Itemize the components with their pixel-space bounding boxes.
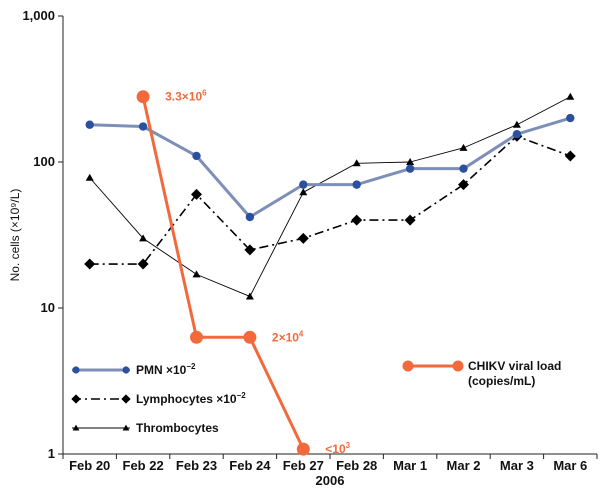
legend-label: Thrombocytes bbox=[136, 421, 219, 435]
legend-marker bbox=[122, 366, 130, 374]
legend-entry: Thrombocytes bbox=[72, 421, 219, 435]
data-label: 3.3×106 bbox=[165, 89, 207, 104]
legend-entry: CHIKV viral load(copies/mL) bbox=[402, 359, 561, 388]
data-point bbox=[564, 150, 576, 162]
legend-label-line2: (copies/mL) bbox=[468, 374, 535, 388]
x-axis-label: 2006 bbox=[316, 473, 345, 488]
series-line bbox=[141, 96, 305, 450]
legend-marker bbox=[402, 360, 414, 372]
y-tick-label: 100 bbox=[33, 154, 55, 169]
x-tick-label: Mar 3 bbox=[500, 458, 534, 473]
data-point bbox=[192, 270, 201, 278]
data-point bbox=[352, 180, 361, 189]
x-tick-label: Feb 24 bbox=[229, 458, 271, 473]
series-1 bbox=[84, 130, 576, 270]
x-tick-label: Mar 1 bbox=[393, 458, 427, 473]
axes: 1 10 100 1,000 Feb 20 Feb 22 Feb 23 Feb 24 Feb 2… bbox=[8, 8, 598, 488]
data-point bbox=[243, 330, 257, 344]
legend-label: CHIKV viral load bbox=[468, 359, 561, 373]
data-point bbox=[136, 90, 150, 104]
legend-label: PMN ×10−2 bbox=[136, 362, 196, 377]
legend-entry: Lymphocytes ×10−2 bbox=[71, 391, 246, 406]
series-line bbox=[89, 96, 571, 297]
legend-entry: PMN ×10−2 bbox=[72, 362, 196, 377]
y-tick-label: 1,000 bbox=[22, 8, 55, 23]
series-2 bbox=[85, 92, 575, 300]
legend-marker bbox=[71, 394, 81, 404]
legend-marker bbox=[452, 360, 464, 372]
data-point bbox=[84, 258, 96, 270]
data-point bbox=[296, 442, 310, 456]
data-point bbox=[352, 159, 361, 167]
data-point bbox=[297, 232, 309, 244]
series-line bbox=[89, 116, 571, 219]
y-tick-label: 1 bbox=[48, 446, 55, 461]
data-point bbox=[85, 173, 94, 181]
x-tick-label: Feb 27 bbox=[283, 458, 324, 473]
data-point bbox=[566, 113, 575, 123]
data-point bbox=[459, 143, 468, 151]
data-point bbox=[245, 212, 255, 222]
data-point bbox=[512, 130, 522, 139]
data-point bbox=[192, 151, 201, 161]
x-tick-label: Feb 20 bbox=[69, 458, 110, 473]
data-point bbox=[138, 122, 148, 131]
data-point bbox=[566, 92, 575, 100]
data-point bbox=[299, 180, 308, 189]
data-point bbox=[299, 188, 308, 196]
x-tick-label: Mar 2 bbox=[447, 458, 481, 473]
data-point bbox=[191, 188, 202, 200]
series-0 bbox=[85, 113, 575, 222]
data-point bbox=[406, 158, 415, 165]
data-point bbox=[190, 330, 203, 344]
data-label: 2×104 bbox=[272, 329, 304, 344]
data-label: <103 bbox=[325, 441, 350, 456]
series-3 bbox=[136, 90, 310, 456]
y-axis-label: No. cells (×10⁹/L) bbox=[8, 189, 22, 282]
data-point bbox=[244, 244, 256, 256]
data-point bbox=[404, 214, 416, 226]
y-tick-label: 10 bbox=[41, 300, 55, 315]
x-tick-label: Feb 28 bbox=[336, 458, 377, 473]
legend-label: Lymphocytes ×10−2 bbox=[136, 391, 246, 406]
legend-marker bbox=[122, 424, 130, 431]
data-point bbox=[139, 234, 148, 242]
annotation-layer: 3.3×106 2×104 <103 bbox=[165, 89, 351, 456]
legend-marker bbox=[121, 394, 131, 404]
series-line bbox=[89, 135, 571, 265]
legend-marker bbox=[72, 424, 80, 431]
data-point bbox=[137, 258, 149, 270]
data-point bbox=[458, 179, 469, 191]
data-point bbox=[405, 164, 415, 173]
data-point bbox=[245, 292, 254, 300]
series-layer bbox=[84, 90, 576, 456]
data-point bbox=[85, 120, 94, 129]
legend: PMN ×10−2 Lymphocytes ×10−2 Thrombocytes CH… bbox=[71, 359, 561, 435]
x-tick-label: Mar 6 bbox=[553, 458, 587, 473]
x-tick-label: Feb 22 bbox=[123, 458, 164, 473]
x-tick-label: Feb 23 bbox=[176, 458, 217, 473]
data-point bbox=[351, 214, 363, 226]
legend-marker bbox=[72, 366, 80, 374]
data-point bbox=[459, 164, 468, 173]
data-point bbox=[512, 120, 521, 128]
